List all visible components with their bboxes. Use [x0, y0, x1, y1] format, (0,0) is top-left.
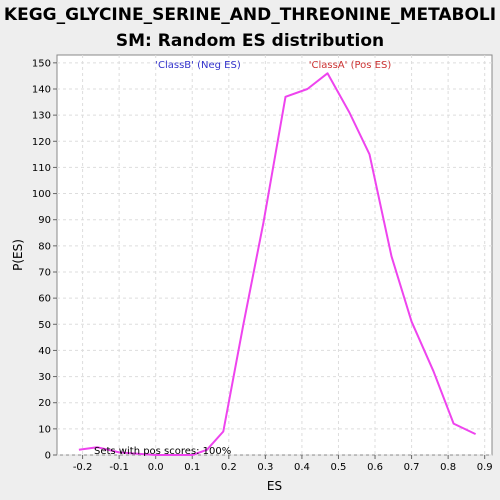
x-axis-label: ES [267, 479, 282, 493]
y-tick-label: 100 [32, 189, 51, 200]
y-tick-label: 130 [32, 111, 51, 122]
y-tick-label: 80 [38, 241, 51, 252]
x-tick-label: 0.8 [440, 462, 456, 473]
legend-neg-label: 'ClassB' (Neg ES) [155, 60, 241, 71]
x-tick-label: 0.6 [367, 462, 383, 473]
annotation-pos-scores: Sets with pos scores: 100% [94, 446, 231, 457]
y-axis-label: P(ES) [11, 239, 25, 271]
y-tick-label: 90 [38, 215, 51, 226]
y-tick-label: 70 [38, 267, 51, 278]
y-tick-label: 20 [38, 398, 51, 409]
x-tick-label: 0.0 [148, 462, 164, 473]
x-tick-label: 0.2 [221, 462, 237, 473]
y-tick-label: 60 [38, 294, 51, 305]
x-tick-label: -0.1 [109, 462, 129, 473]
x-tick-label: 0.9 [477, 462, 493, 473]
x-tick-label: 0.7 [404, 462, 420, 473]
legend-pos-label: 'ClassA' (Pos ES) [309, 60, 392, 71]
y-tick-label: 50 [38, 320, 51, 331]
y-tick-label: 120 [32, 137, 51, 148]
y-tick-label: 30 [38, 372, 51, 383]
y-tick-label: 0 [45, 451, 51, 462]
x-tick-label: 0.3 [257, 462, 273, 473]
y-tick-label: 150 [32, 58, 51, 69]
x-tick-label: 0.5 [331, 462, 347, 473]
y-tick-label: 140 [32, 84, 51, 95]
y-tick-label: 40 [38, 346, 51, 357]
y-tick-label: 110 [32, 163, 51, 174]
x-tick-label: 0.4 [294, 462, 310, 473]
x-tick-label: 0.1 [184, 462, 200, 473]
y-tick-label: 10 [38, 424, 51, 435]
x-tick-label: -0.2 [73, 462, 93, 473]
